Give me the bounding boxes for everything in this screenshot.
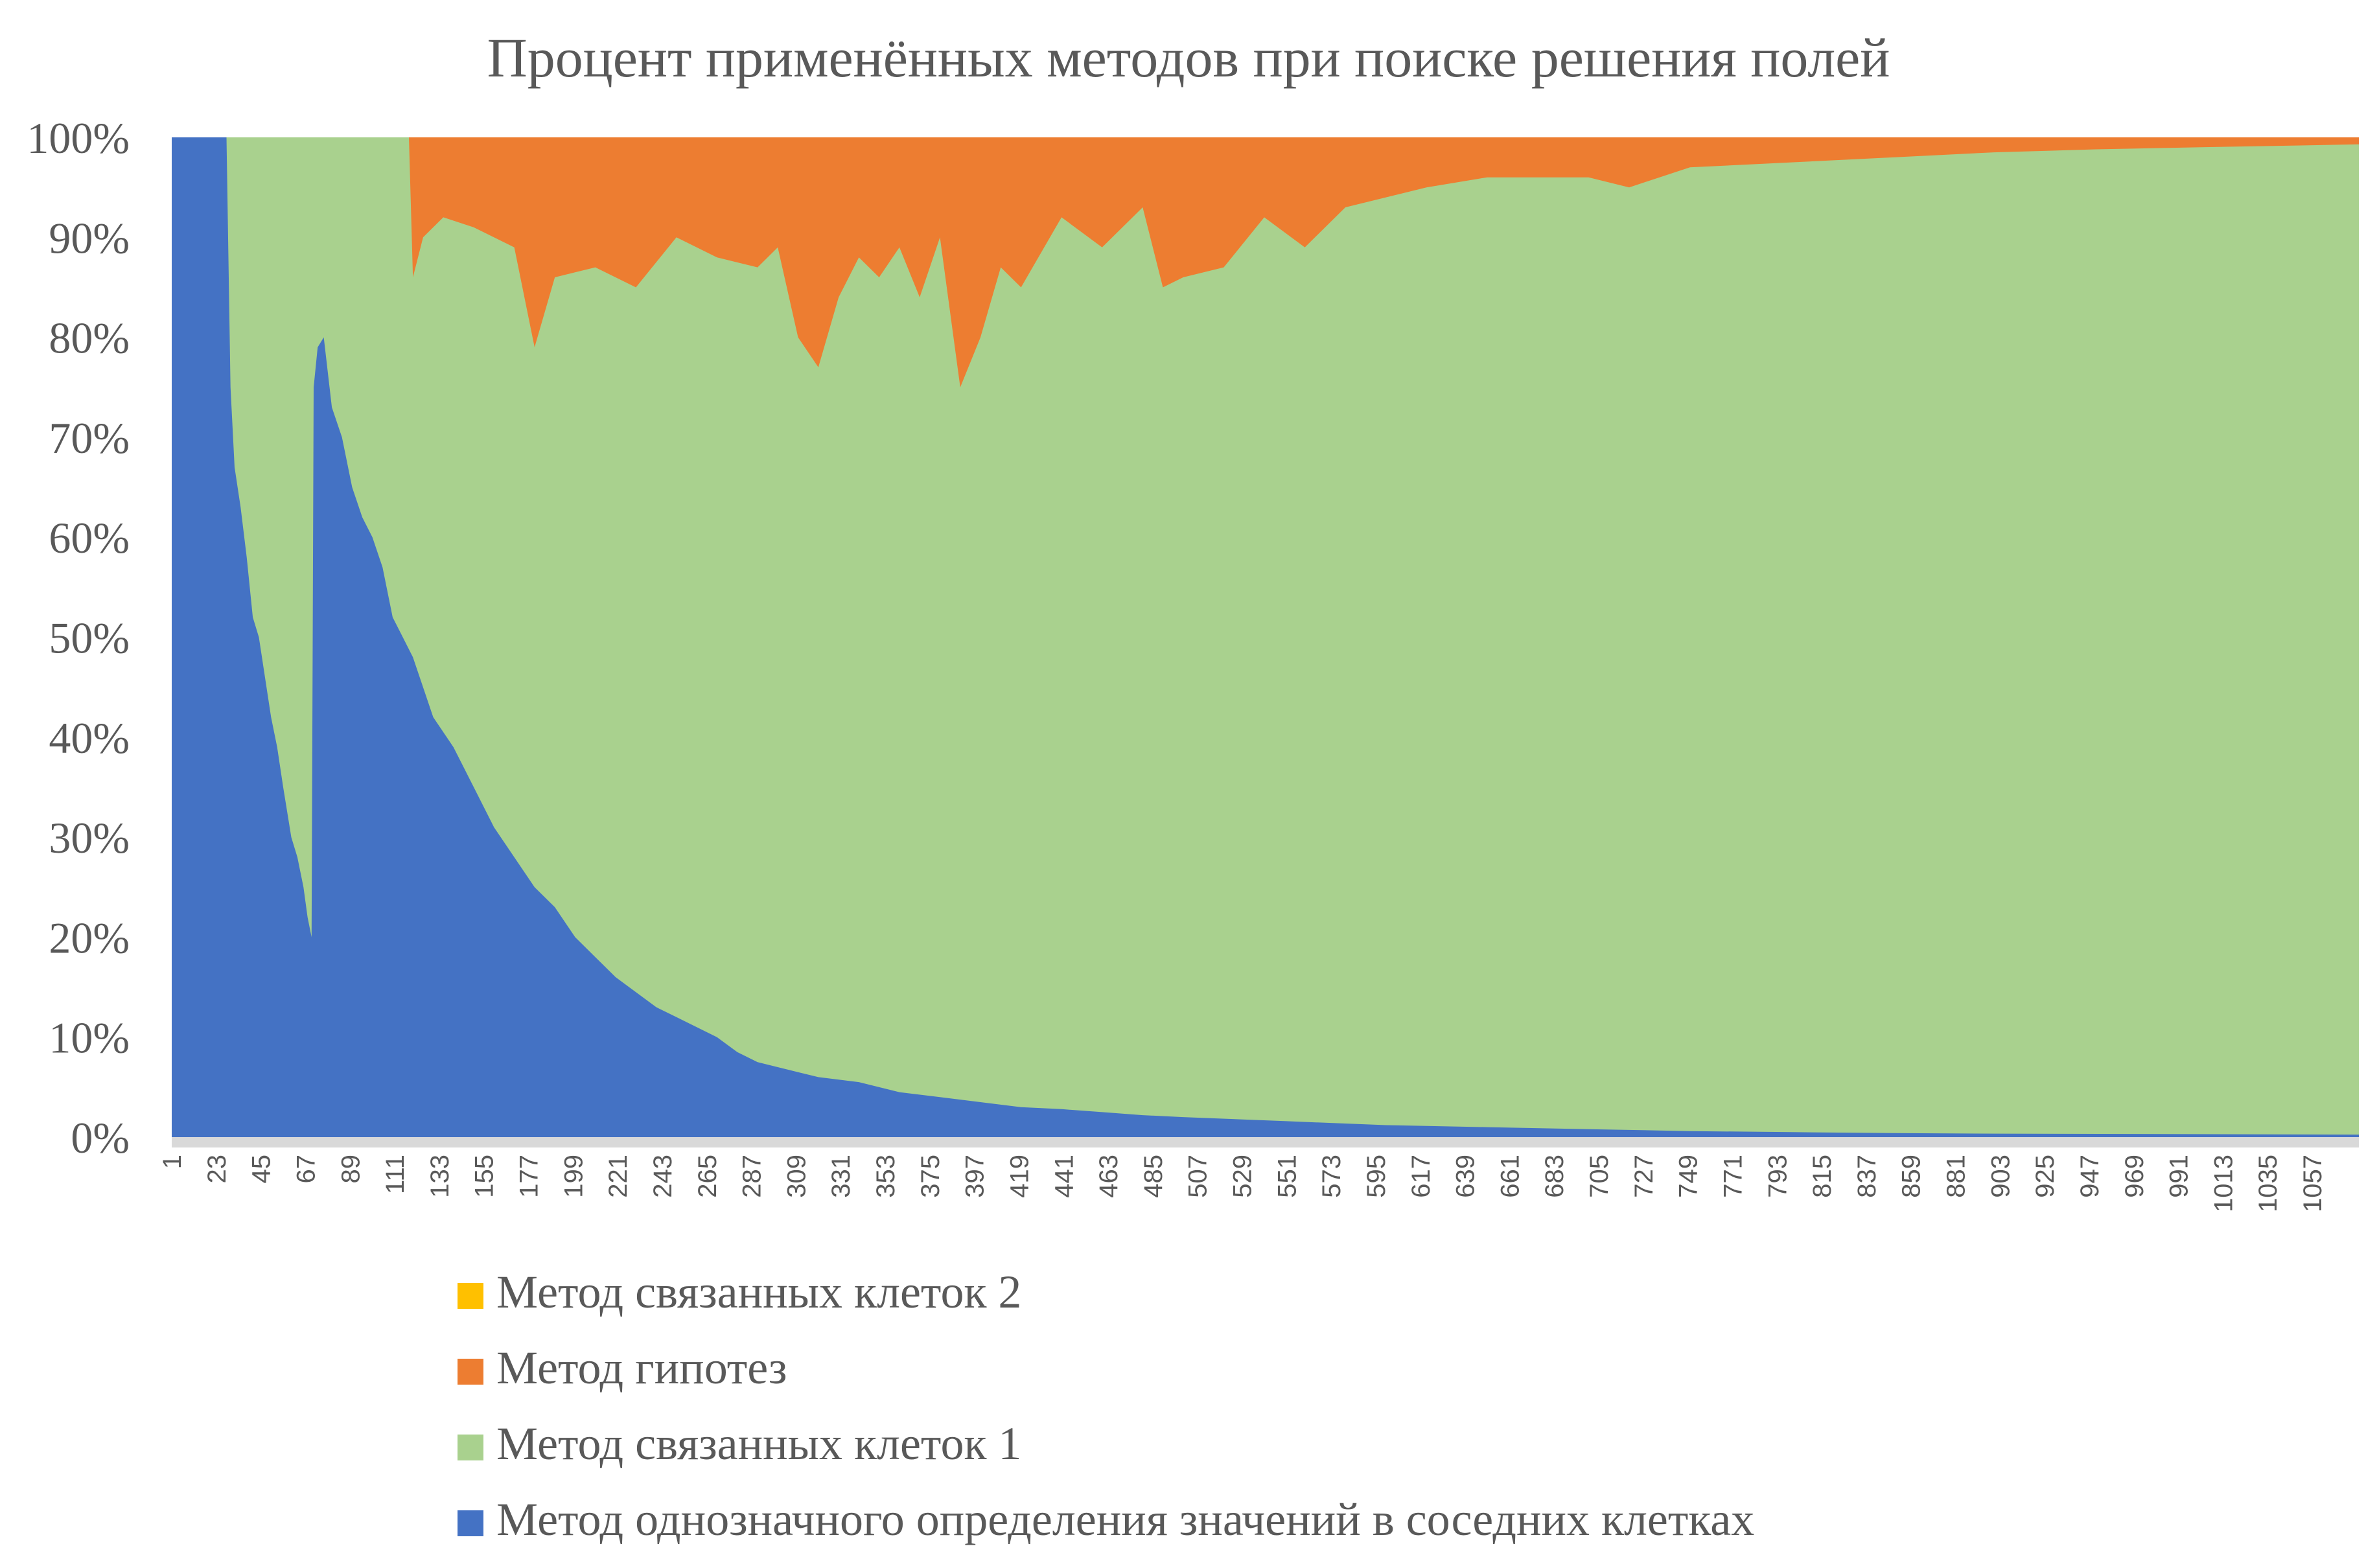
x-tick-label: 287 (738, 1155, 767, 1198)
legend-label: Метод связанных клеток 1 (496, 1418, 1021, 1470)
x-tick-label: 859 (1897, 1155, 1926, 1198)
x-tick-label: 793 (1763, 1155, 1792, 1198)
x-tick-label: 947 (2076, 1155, 2104, 1198)
x-tick-label: 1013 (2209, 1155, 2238, 1212)
x-tick-label: 485 (1139, 1155, 1168, 1198)
x-tick-label: 67 (292, 1155, 320, 1184)
x-tick-label: 199 (559, 1155, 588, 1198)
y-tick-label: 80% (49, 314, 130, 363)
legend-swatch (458, 1510, 483, 1536)
x-tick-label: 815 (1808, 1155, 1837, 1198)
x-tick-label: 111 (381, 1155, 410, 1194)
legend: Метод связанных клеток 2 Метод гипотез Мет… (458, 1266, 1754, 1545)
x-tick-label: 661 (1496, 1155, 1524, 1198)
x-tick-label: 881 (1942, 1155, 1971, 1198)
x-tick-label: 441 (1050, 1155, 1078, 1198)
legend-label: Метод однозначного определения значений … (496, 1493, 1754, 1545)
legend-label: Метод гипотез (496, 1342, 787, 1394)
legend-swatch (458, 1359, 483, 1385)
x-tick-label: 353 (872, 1155, 900, 1198)
x-tick-label: 45 (248, 1155, 276, 1184)
x-tick-label: 155 (470, 1155, 499, 1198)
x-tick-label: 331 (827, 1155, 855, 1198)
x-tick-label: 991 (2165, 1155, 2194, 1198)
plot-area (172, 137, 2359, 1147)
x-tick-label: 89 (336, 1155, 365, 1184)
legend-swatch (458, 1283, 483, 1309)
x-tick-label: 243 (649, 1155, 677, 1198)
x-tick-label: 177 (515, 1155, 544, 1198)
y-tick-label: 30% (49, 813, 130, 862)
x-tick-label: 837 (1853, 1155, 1881, 1198)
y-tick-label: 50% (49, 614, 130, 663)
x-tick-label: 617 (1407, 1155, 1435, 1198)
x-tick-label: 529 (1229, 1155, 1257, 1198)
x-tick-label: 419 (1005, 1155, 1034, 1198)
x-tick-label: 551 (1273, 1155, 1301, 1198)
y-tick-label: 90% (49, 213, 130, 262)
chart-title: Процент применённых методов при поиске р… (487, 27, 1890, 89)
x-tick-label: 1 (158, 1155, 187, 1169)
y-axis: 0% 10% 20% 30% 40% 50% 60% 70% 80% 90% 100% (27, 113, 130, 1162)
x-tick-label: 925 (2031, 1155, 2059, 1198)
x-tick-label: 969 (2120, 1155, 2149, 1198)
x-tick-label: 705 (1585, 1155, 1614, 1198)
x-tick-label: 265 (693, 1155, 722, 1198)
y-tick-label: 0% (71, 1113, 130, 1162)
x-tick-label: 463 (1095, 1155, 1123, 1198)
x-tick-label: 903 (1986, 1155, 2015, 1198)
series-area-unique-values (172, 137, 2359, 1137)
x-tick-label: 221 (604, 1155, 632, 1198)
y-tick-label: 40% (49, 713, 130, 763)
y-tick-label: 100% (27, 113, 130, 163)
y-tick-label: 70% (49, 413, 130, 463)
x-tick-label: 727 (1630, 1155, 1658, 1198)
legend-swatch (458, 1435, 483, 1460)
y-tick-label: 10% (49, 1013, 130, 1063)
x-tick-label: 397 (961, 1155, 990, 1198)
x-tick-label: 309 (782, 1155, 811, 1198)
x-axis-band (172, 1137, 2359, 1147)
x-tick-label: 375 (916, 1155, 945, 1198)
x-tick-label: 683 (1540, 1155, 1569, 1198)
legend-label: Метод связанных клеток 2 (496, 1266, 1021, 1318)
x-tick-label: 639 (1452, 1155, 1480, 1198)
x-tick-label: 507 (1184, 1155, 1212, 1198)
x-tick-label: 749 (1675, 1155, 1703, 1198)
x-tick-label: 23 (203, 1155, 231, 1184)
x-tick-label: 1035 (2254, 1155, 2282, 1212)
series-area-linked-cells-1 (172, 137, 2359, 1137)
y-tick-label: 20% (49, 913, 130, 962)
x-axis: 1 23 45 67 89 111 133 155 177 199 221 243 265 287 309 3… (158, 1155, 2327, 1212)
x-tick-label: 1057 (2299, 1155, 2327, 1212)
x-tick-label: 771 (1719, 1155, 1747, 1198)
x-tick-label: 595 (1362, 1155, 1391, 1198)
y-tick-label: 60% (49, 513, 130, 562)
x-tick-label: 573 (1317, 1155, 1346, 1198)
x-tick-label: 133 (426, 1155, 454, 1198)
